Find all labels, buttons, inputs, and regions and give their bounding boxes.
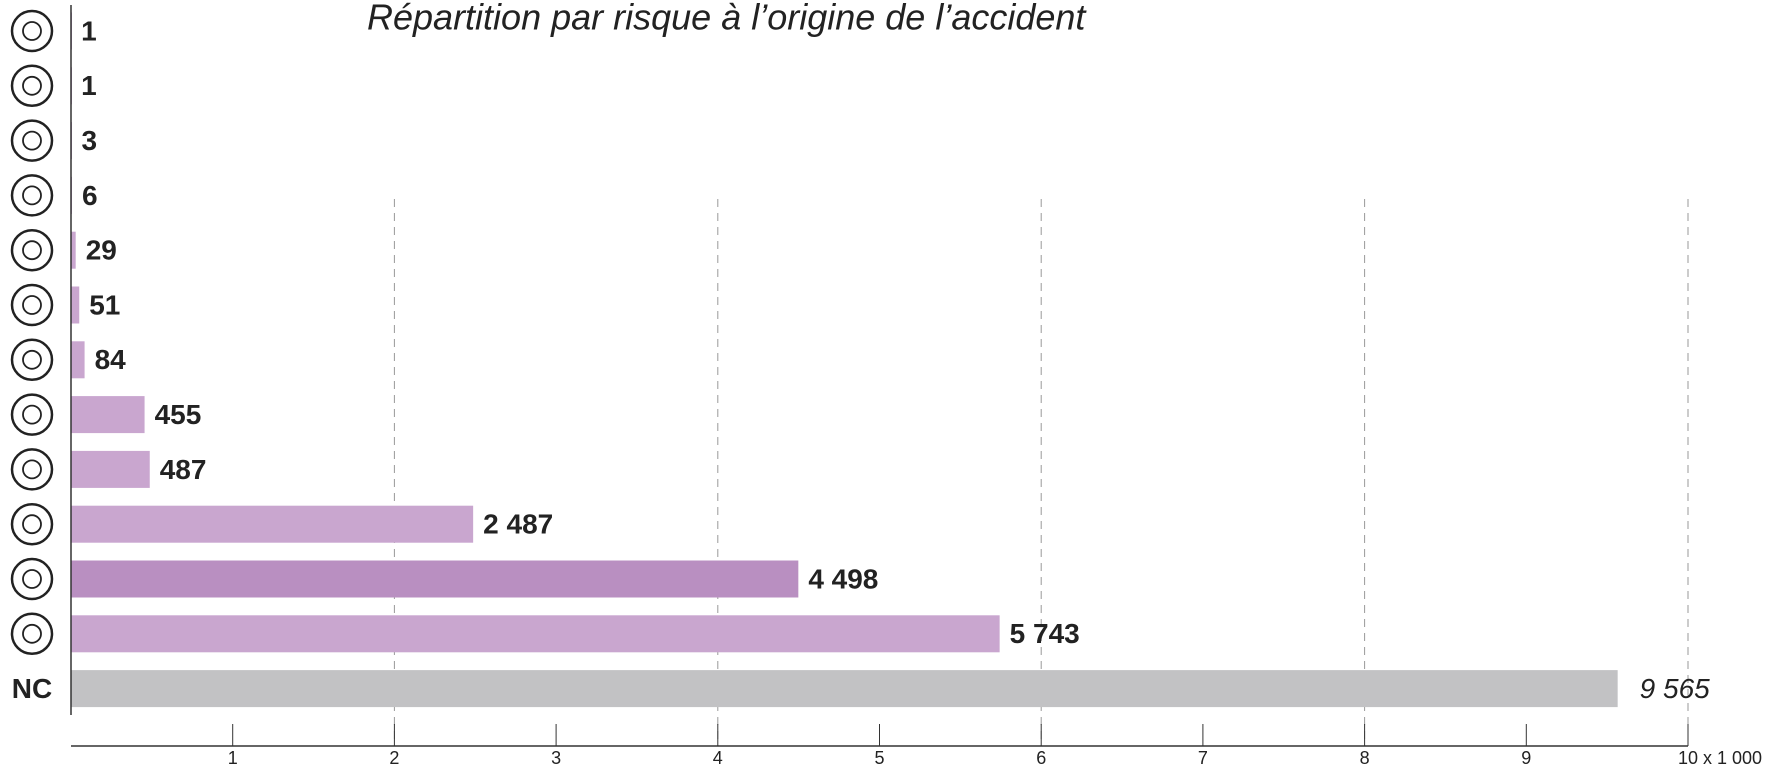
icon-glyph: [22, 240, 42, 261]
x-tick-label: 5: [874, 748, 884, 768]
bar: [71, 615, 1000, 653]
value-label: 1: [81, 70, 97, 101]
icon-circle: [10, 338, 54, 382]
x-tick-label: 7: [1198, 748, 1208, 768]
chart-title: Répartition par risque à l’origine de l’…: [367, 0, 1087, 38]
category-icon: [10, 283, 54, 327]
value-label: 29: [86, 235, 117, 266]
category-icon: [10, 393, 54, 436]
icon-glyph: [22, 623, 42, 644]
category-icon: [10, 64, 54, 108]
bar: [71, 505, 474, 543]
category-icon: [10, 448, 54, 491]
icon-glyph: [22, 75, 42, 96]
x-tick-label: 9: [1521, 748, 1531, 768]
x-tick-label: 3: [551, 748, 561, 768]
x-tick-label: 2: [389, 748, 399, 768]
icon-circle: [10, 64, 54, 108]
value-label: 4 498: [808, 563, 878, 594]
x-tick-label: 8: [1360, 748, 1370, 768]
value-label: 6: [82, 180, 98, 211]
icon-circle: [10, 174, 54, 217]
category-icon: [10, 338, 54, 382]
value-label: 487: [160, 454, 207, 485]
x-tick-label: 4: [713, 748, 723, 768]
icon-glyph: [22, 21, 42, 41]
bar: [71, 560, 799, 598]
category-icon: [10, 612, 54, 656]
value-label: 3: [81, 125, 97, 156]
x-tick-label: 1: [228, 748, 238, 768]
value-label: 84: [95, 344, 127, 375]
value-label: 9 565: [1640, 673, 1710, 704]
category-icon: [10, 9, 54, 53]
icon-circle: [10, 228, 54, 272]
x-tick-label: 6: [1036, 748, 1046, 768]
icon-glyph: [22, 404, 42, 425]
icon-glyph: [22, 459, 42, 480]
value-label: 1: [81, 15, 97, 46]
bar: [71, 341, 85, 379]
icon-circle: [10, 557, 54, 601]
icon-circle: [10, 448, 54, 491]
bar: [71, 450, 150, 488]
bar: [71, 670, 1618, 708]
icon-circle: [10, 393, 54, 436]
icon-glyph: [22, 295, 42, 315]
icon-glyph: [22, 185, 42, 206]
icon-circle: [10, 612, 54, 656]
category-icon: [10, 174, 54, 217]
category-label: NC: [12, 673, 52, 704]
x-tick-label: 10 x 1 000: [1678, 748, 1762, 768]
icon-glyph: [22, 569, 42, 589]
icon-glyph: [22, 514, 42, 535]
category-icon: [10, 228, 54, 272]
category-icon: [10, 502, 54, 546]
icon-circle: [10, 9, 54, 53]
icon-glyph: [22, 349, 42, 370]
bar: [71, 231, 76, 269]
value-label: 455: [155, 399, 202, 430]
icon-glyph: [22, 130, 42, 151]
bar: [71, 286, 80, 324]
value-label: 51: [89, 289, 120, 320]
bar: [71, 396, 145, 434]
icon-circle: [10, 119, 54, 162]
category-icon: [10, 557, 54, 601]
value-label: 5 743: [1010, 618, 1080, 649]
icon-circle: [10, 283, 54, 327]
category-icon: [10, 119, 54, 162]
icon-circle: [10, 502, 54, 546]
value-label: 2 487: [483, 509, 553, 540]
